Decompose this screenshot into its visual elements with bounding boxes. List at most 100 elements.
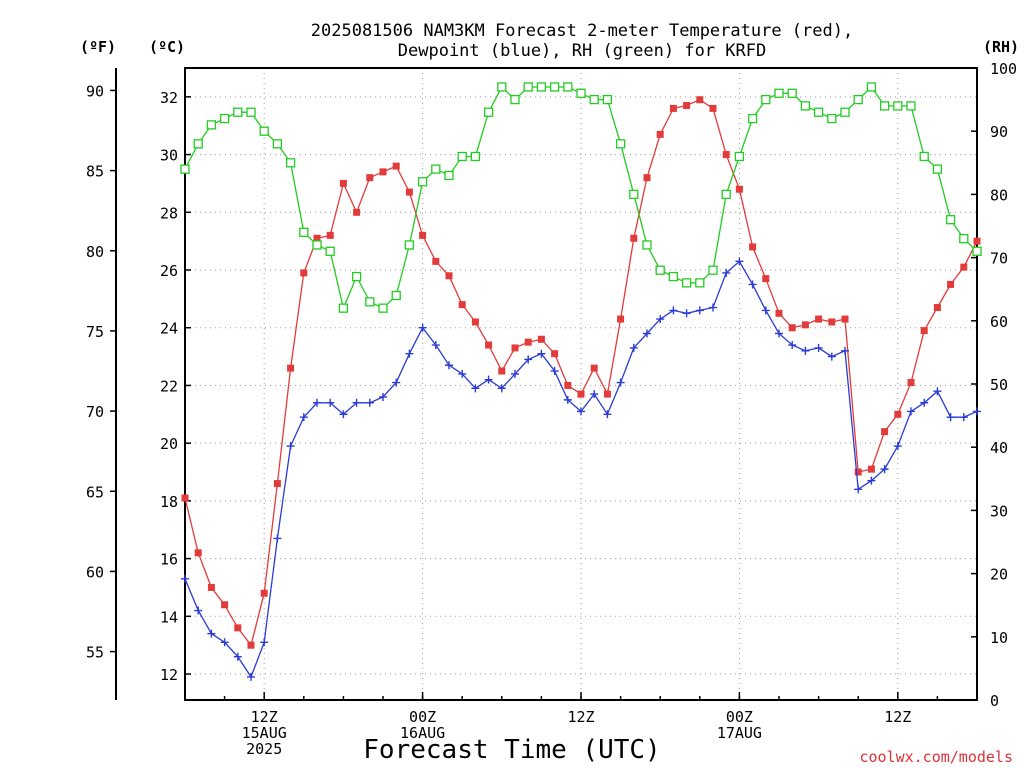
rh-point xyxy=(906,101,916,111)
temperature-point xyxy=(524,338,532,346)
rh-point xyxy=(734,151,745,162)
temperature-point xyxy=(722,151,730,159)
dewpoint-point xyxy=(181,574,189,583)
dewpoint-point xyxy=(497,384,506,393)
rh-point xyxy=(259,126,269,136)
temperature-point xyxy=(207,583,215,591)
dewpoint-point xyxy=(682,309,691,318)
rh-point xyxy=(351,271,362,282)
rh-point xyxy=(642,240,652,250)
temperature-point xyxy=(432,257,440,265)
dewpoint-point xyxy=(722,268,731,277)
rh-point xyxy=(629,189,639,200)
temperature-point xyxy=(405,188,413,196)
rh-tick-label: 10 xyxy=(990,629,1008,647)
dewpoint-point xyxy=(484,375,493,384)
dewpoint-point xyxy=(827,352,836,361)
dewpoint-point xyxy=(405,349,414,358)
dewpoint-point xyxy=(907,407,915,416)
temperature-point xyxy=(392,162,400,170)
temperature-point xyxy=(300,269,308,277)
celsius-tick-label: 12 xyxy=(160,666,178,684)
celsius-unit-label: (ºC) xyxy=(149,38,185,56)
dewpoint-point xyxy=(735,257,744,266)
dewpoint-point xyxy=(590,390,599,399)
dewpoint-point xyxy=(893,442,902,451)
rh-point xyxy=(246,107,256,117)
chart-title-line-2: Dewpoint (blue), RH (green) for KRFD xyxy=(398,41,766,61)
rh-point xyxy=(299,227,309,237)
rh-tick-label: 40 xyxy=(990,439,1008,457)
celsius-tick-label: 16 xyxy=(160,551,178,569)
dewpoint-point xyxy=(959,413,968,422)
temperature-point xyxy=(669,104,677,112)
dewpoint-point xyxy=(339,410,348,419)
rh-point xyxy=(444,170,454,181)
rh-point xyxy=(563,82,573,92)
temperature-point xyxy=(881,428,889,436)
dewpoint-point xyxy=(616,378,625,387)
dewpoint-point xyxy=(629,343,638,352)
dewpoint-point xyxy=(418,323,427,332)
rh-point xyxy=(655,265,665,275)
dewpoint-point xyxy=(392,378,401,387)
temperature-point xyxy=(815,315,823,323)
x-tick-label: 00Z xyxy=(409,708,436,726)
dewpoint-point xyxy=(788,341,797,350)
temperature-point xyxy=(537,335,545,343)
dewpoint-point xyxy=(814,343,823,352)
series-rh xyxy=(180,82,982,313)
fahrenheit-tick-label: 80 xyxy=(86,243,104,261)
dewpoint-point xyxy=(260,638,269,647)
rh-point xyxy=(391,290,401,301)
dewpoint-point xyxy=(233,652,242,661)
temperature-point xyxy=(788,324,796,332)
rh-point xyxy=(338,303,349,313)
temperature-point xyxy=(419,231,427,239)
dewpoint-point xyxy=(775,329,783,338)
temperature-point xyxy=(353,208,361,216)
dewpoint-point xyxy=(273,534,282,543)
rh-tick-label: 70 xyxy=(990,250,1008,268)
data-series xyxy=(180,82,982,681)
fahrenheit-tick-label: 85 xyxy=(86,163,104,181)
celsius-tick-label: 14 xyxy=(160,608,178,626)
rh-point xyxy=(325,246,335,256)
temperature-point xyxy=(498,367,506,375)
dewpoint-point xyxy=(511,369,519,378)
dewpoint-point xyxy=(841,346,849,355)
temperature-point xyxy=(603,390,611,398)
chart-title-line-1: 2025081506 NAM3KM Forecast 2-meter Tempe… xyxy=(311,21,853,41)
temperature-point xyxy=(551,350,559,358)
temperature-point xyxy=(590,364,598,372)
dewpoint-point xyxy=(563,395,572,404)
temperature-point xyxy=(247,641,255,649)
celsius-tick-label: 28 xyxy=(160,204,178,222)
x-tick-label: 16AUG xyxy=(400,724,445,742)
series-dewpoint xyxy=(181,257,981,681)
rh-point xyxy=(378,303,388,313)
rh-tick-label: 20 xyxy=(990,566,1008,584)
rh-point xyxy=(180,164,190,174)
dewpoint-point xyxy=(920,398,929,407)
temperature-point xyxy=(762,275,770,283)
source-credit: coolwx.com/models xyxy=(859,748,1013,766)
rh-tick-label: 90 xyxy=(990,123,1008,141)
dewpoint-point xyxy=(603,410,612,419)
rh-point xyxy=(206,120,217,130)
temperature-point xyxy=(471,318,479,326)
rh-point xyxy=(681,278,692,288)
rh-point xyxy=(800,101,811,111)
rh-point xyxy=(866,82,877,92)
x-tick-label: 15AUG xyxy=(242,724,287,742)
fahrenheit-tick-label: 60 xyxy=(86,563,104,581)
celsius-tick-label: 32 xyxy=(160,89,178,107)
fahrenheit-tick-label: 65 xyxy=(86,483,104,501)
rh-point xyxy=(615,139,626,149)
rh-point xyxy=(747,113,758,124)
temperature-point xyxy=(485,341,493,349)
temperature-point xyxy=(194,549,202,557)
rh-point xyxy=(708,265,718,275)
rh-tick-label: 100 xyxy=(990,60,1017,78)
